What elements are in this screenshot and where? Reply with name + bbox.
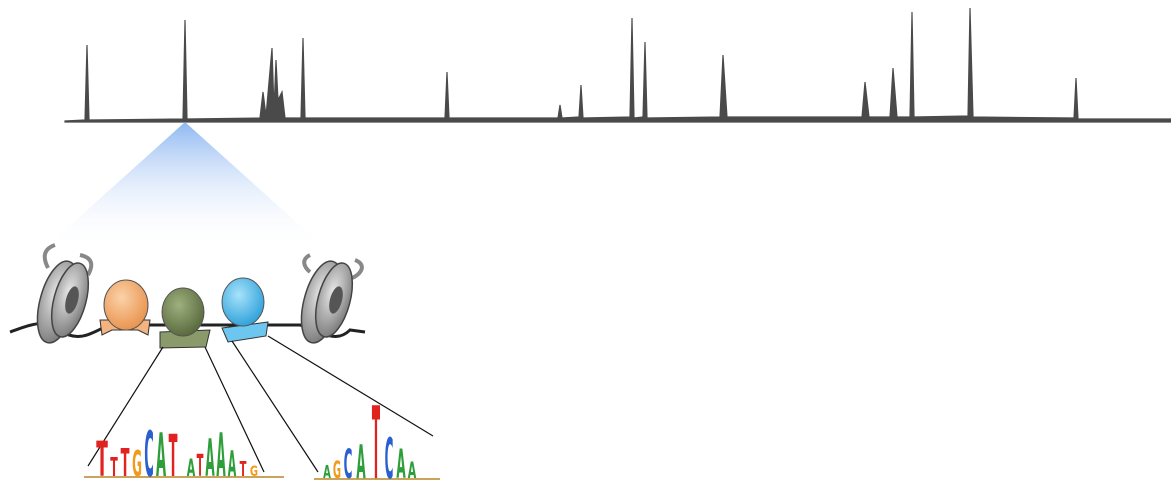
logo-letter: T (197, 449, 204, 481)
logo-letter: A (216, 422, 225, 481)
nucleosome-right (294, 255, 362, 347)
logo-letter: T (372, 385, 380, 481)
logo-letter: C (344, 441, 353, 481)
logo-letter: T (110, 451, 118, 481)
logo-letter: A (228, 444, 237, 481)
logo-letter: C (385, 425, 394, 481)
logo-letter: A (156, 422, 166, 481)
logo-letter: A (408, 459, 417, 481)
logo-letter: T (121, 441, 130, 481)
tf-green (160, 288, 210, 348)
logo-letter: A (356, 436, 365, 481)
logo-letter: G (250, 463, 258, 479)
signal-track (65, 8, 1171, 122)
logo-letter: A (396, 441, 405, 481)
logo-letter: A (323, 462, 331, 481)
logo-letter: G (333, 457, 341, 481)
logo-letter: G (132, 444, 142, 481)
tf-blue (222, 278, 268, 342)
logo-letter: T (240, 457, 247, 481)
logo-letter: C (144, 418, 154, 481)
logo-letter: T (96, 433, 108, 481)
diagram: T T T G C A T A T A A A T G A G C A T C … (0, 0, 1171, 481)
nucleosome-left (30, 245, 96, 347)
sequence-logo: T T T G C A T A T A A A T G (96, 418, 258, 481)
sequence-logo: A G C A T C A A (323, 385, 416, 481)
logo-letter: A (187, 455, 196, 481)
zoom-cone (45, 122, 325, 248)
logo-letter: T (169, 422, 178, 481)
page: {"logos": [ {"letters": ["T", "T", "T", … (0, 0, 1171, 481)
tf-orange (100, 280, 150, 335)
logo-letter: A (205, 428, 214, 481)
